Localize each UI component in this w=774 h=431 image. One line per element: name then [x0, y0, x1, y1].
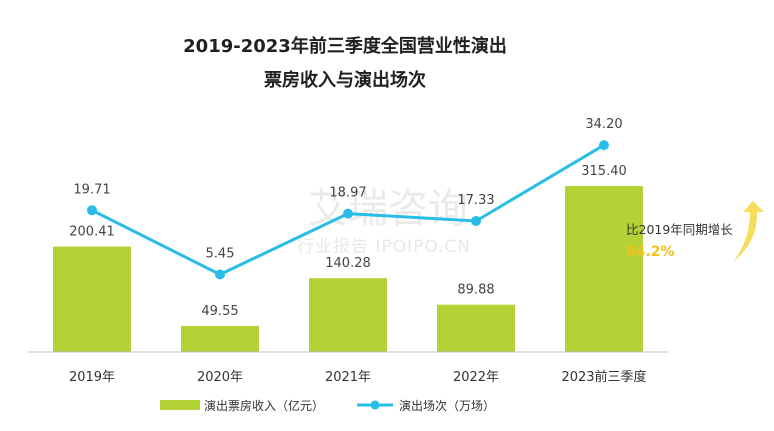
bar-1: [53, 246, 131, 352]
line-value-labels: 19.71 5.45 18.97 17.33 34.20: [73, 117, 622, 261]
line-point: [599, 140, 609, 151]
line-series: [87, 140, 609, 280]
line-value-label: 18.97: [329, 186, 366, 201]
line-point: [87, 205, 97, 216]
x-tick-label: 2019年: [69, 370, 115, 385]
bar-value-label: 89.88: [457, 283, 494, 298]
bar-4: [437, 304, 515, 352]
line-value-label: 19.71: [73, 182, 110, 197]
bar-value-label: 140.28: [325, 256, 371, 271]
watermark-text: 艾瑞咨询: [308, 186, 468, 232]
bar-series: [53, 186, 643, 352]
line-point: [343, 208, 353, 219]
bar-3: [309, 278, 387, 352]
legend: 演出票房收入（亿元） 演出场次（万场）: [160, 398, 495, 413]
x-tick-label: 2020年: [197, 370, 243, 385]
line-point: [471, 216, 481, 227]
legend-label-bar: 演出票房收入（亿元）: [204, 398, 324, 413]
line-value-label: 17.33: [457, 193, 494, 208]
x-tick-labels: 2019年 2020年 2021年 2022年 2023前三季度: [69, 369, 647, 385]
watermark-subtext: 行业报告 IPOIPO.CN: [297, 237, 471, 257]
watermark: 艾瑞咨询 行业报告 IPOIPO.CN: [297, 186, 471, 257]
chart-title-line2: 票房收入与演出场次: [264, 69, 426, 91]
bar-value-label: 200.41: [69, 225, 115, 240]
line-point: [215, 269, 225, 280]
annotation-text: 比2019年同期增长: [626, 222, 733, 237]
x-tick-label: 2022年: [453, 370, 499, 385]
legend-label-line: 演出场次（万场）: [399, 398, 495, 413]
legend-swatch-bar: [160, 400, 200, 410]
growth-annotation: 比2019年同期增长 84.2%: [626, 201, 764, 262]
x-tick-label: 2021年: [325, 370, 371, 385]
legend-swatch-marker: [370, 400, 380, 410]
bar-value-labels: 200.41 49.55 140.28 89.88 315.40: [69, 164, 627, 319]
annotation-value: 84.2%: [626, 244, 675, 260]
growth-arrow-icon: [733, 201, 764, 262]
bar-value-label: 315.40: [581, 164, 627, 179]
line-value-label: 5.45: [206, 246, 235, 261]
bar-value-label: 49.55: [201, 304, 238, 319]
line-value-label: 34.20: [585, 117, 622, 132]
bar-2: [181, 325, 259, 352]
chart-title-line1: 2019-2023年前三季度全国营业性演出: [183, 35, 507, 57]
x-tick-label: 2023前三季度: [561, 369, 646, 385]
bar-5: [565, 186, 643, 352]
